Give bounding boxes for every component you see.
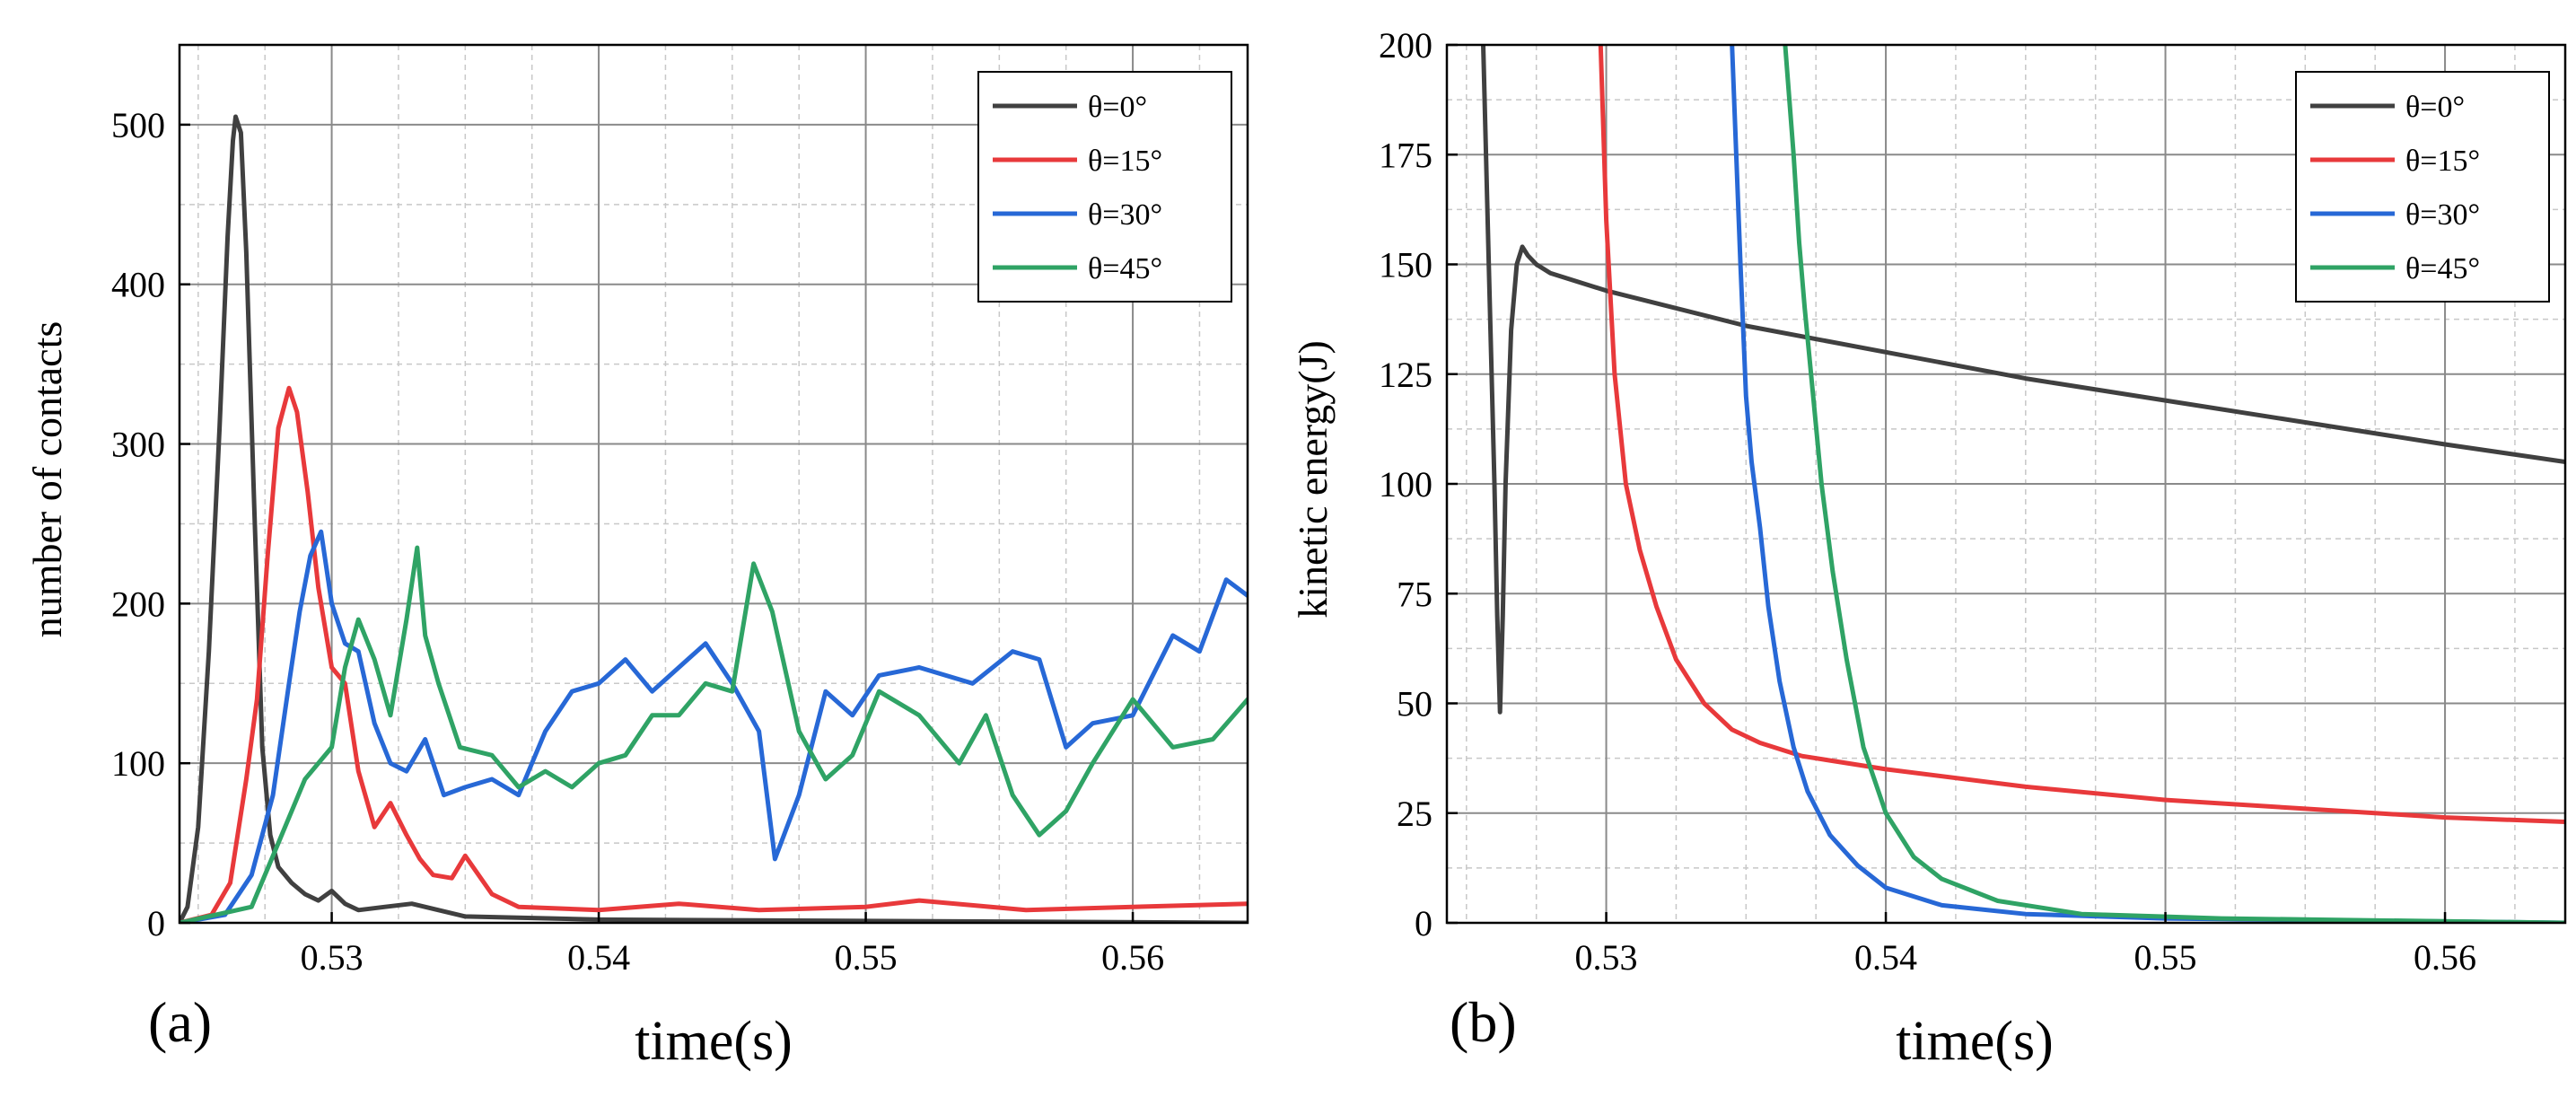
series-line-theta45 xyxy=(180,545,1248,923)
series-line-theta15 xyxy=(1598,45,2565,824)
y-tick-label: 75 xyxy=(1397,574,1433,614)
panel-b-label: (b) xyxy=(1450,990,1517,1054)
y-tick-label: 400 xyxy=(111,265,165,305)
legend-entry: θ=0° xyxy=(1088,91,1147,124)
legend-entry: θ=30° xyxy=(1088,198,1162,232)
panel-a-label: (a) xyxy=(148,990,212,1054)
panel-a-legend: θ=0° θ=15° θ=30° θ=45° xyxy=(977,71,1232,303)
y-tick-label: 150 xyxy=(1379,245,1433,285)
x-tick-label: 0.53 xyxy=(1575,937,1638,978)
legend-entry: θ=45° xyxy=(1088,252,1162,285)
legend-entry: θ=30° xyxy=(2405,198,2480,232)
x-tick-label: 0.54 xyxy=(567,937,630,978)
y-tick-label: 25 xyxy=(1397,794,1433,834)
legend-box xyxy=(977,71,1232,303)
y-tick-label: 125 xyxy=(1379,355,1433,395)
series-line-theta30 xyxy=(1730,45,2565,923)
legend-entry: θ=15° xyxy=(1088,145,1162,178)
x-tick-label: 0.54 xyxy=(1854,937,1917,978)
panel-a-series xyxy=(180,114,1248,923)
legend-entry: θ=0° xyxy=(2405,91,2465,124)
panel-b-legend: θ=0° θ=15° θ=30° θ=45° xyxy=(2295,71,2550,303)
series-line-theta0 xyxy=(1481,45,2565,715)
series-line-theta45 xyxy=(1783,45,2565,923)
x-tick-label: 0.53 xyxy=(301,937,364,978)
panel-b-y-axis-title: kinetic energy(J) xyxy=(1290,340,1336,619)
y-tick-label: 175 xyxy=(1379,135,1433,175)
y-tick-label: 500 xyxy=(111,105,165,145)
panel-a-y-axis-title: number of contacts xyxy=(24,321,70,638)
panel-b-x-axis-title: time(s) xyxy=(1896,1011,2054,1072)
x-tick-label: 0.56 xyxy=(2414,937,2476,978)
y-tick-label: 300 xyxy=(111,425,165,465)
y-tick-label: 0 xyxy=(147,903,165,943)
series-line-theta30 xyxy=(180,529,1248,923)
panel-a-frame xyxy=(178,43,1249,925)
panel-a: 0.53 0.54 0.55 0.56 0 100 200 300 400 500 θ=0° θ=1… xyxy=(24,43,1249,1072)
y-tick-label: 50 xyxy=(1397,684,1433,724)
y-tick-label: 200 xyxy=(111,584,165,624)
y-tick-label: 0 xyxy=(1415,903,1433,943)
panel-a-ticks: 0.53 0.54 0.55 0.56 0 100 200 300 400 500 xyxy=(111,105,1164,978)
y-tick-label: 200 xyxy=(1379,25,1433,66)
legend-entry: θ=45° xyxy=(2405,252,2480,285)
y-tick-label: 100 xyxy=(1379,464,1433,505)
legend-box xyxy=(2295,71,2550,303)
panel-b: 0.53 0.54 0.55 0.56 0 25 50 75 100 125 150 175 200 θ… xyxy=(1290,25,2567,1072)
panel-b-series xyxy=(1481,45,2565,923)
panel-b-ticks: 0.53 0.54 0.55 0.56 0 25 50 75 100 125 150 175 200 xyxy=(1379,25,2476,978)
panel-a-x-axis-title: time(s) xyxy=(635,1011,793,1072)
x-tick-label: 0.55 xyxy=(835,937,898,978)
series-line-theta15 xyxy=(180,385,1248,923)
x-tick-label: 0.56 xyxy=(1101,937,1164,978)
x-tick-label: 0.55 xyxy=(2134,937,2197,978)
y-tick-label: 100 xyxy=(111,743,165,784)
legend-entry: θ=15° xyxy=(2405,145,2480,178)
